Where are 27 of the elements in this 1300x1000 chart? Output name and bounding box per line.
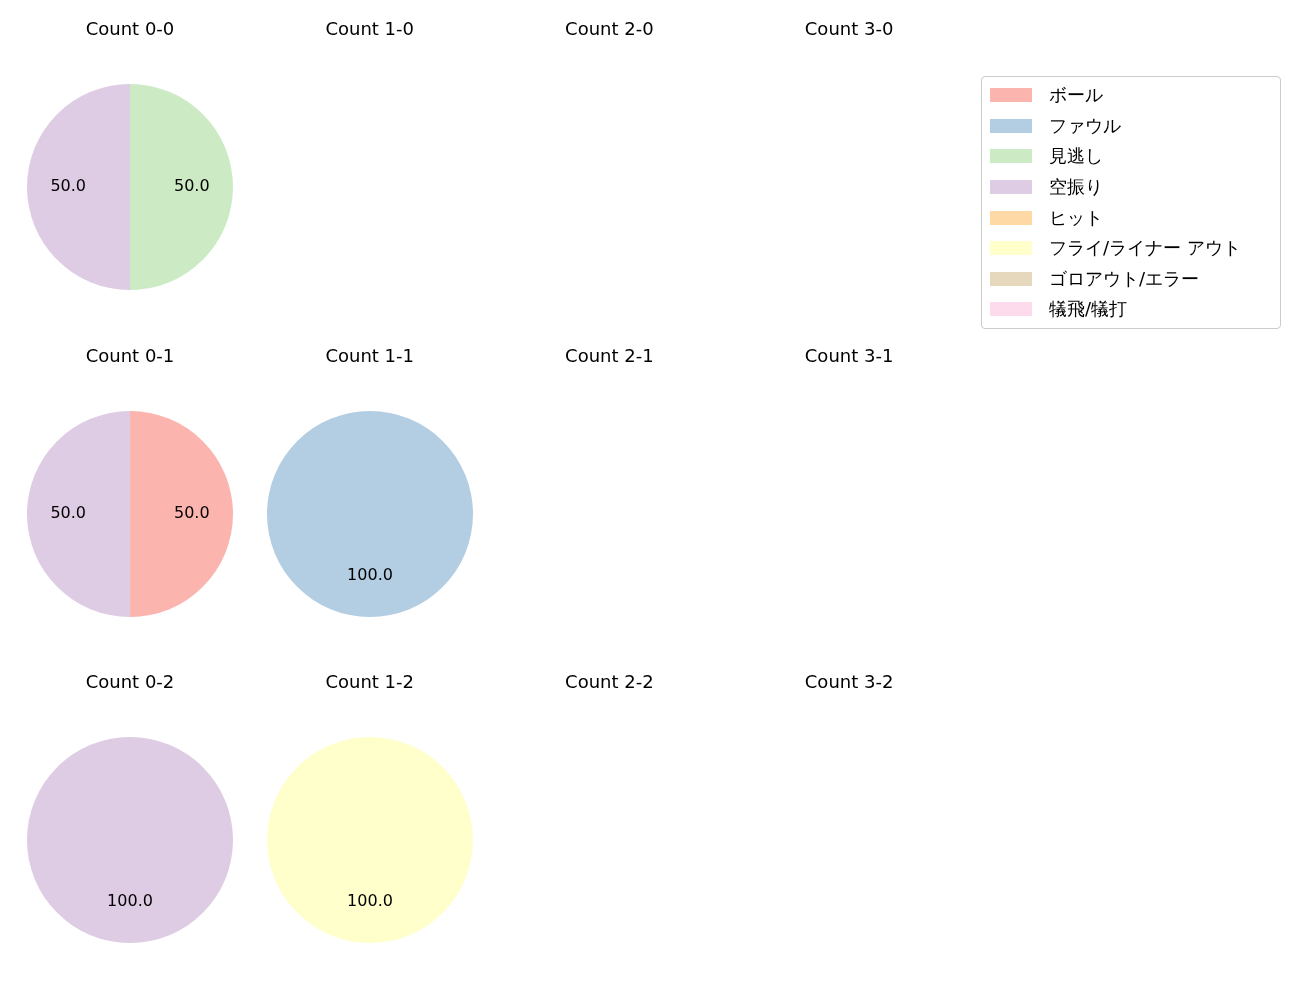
chart-title: Count 1-1: [324, 343, 415, 368]
text: Count 2-1: [564, 343, 655, 368]
legend-label: ボール: [1049, 83, 1103, 108]
text: Count 2-0: [564, 17, 655, 41]
text: Count 3-1: [803, 343, 895, 368]
legend-label: 犠飛/犠打: [1049, 297, 1128, 322]
text: Count 3-0: [803, 17, 895, 41]
data-label: 50.0: [173, 502, 210, 522]
data-label: 100.0: [107, 890, 153, 910]
chart-title: Count 0-1: [84, 343, 176, 368]
data-label: 50.0: [50, 502, 87, 522]
legend-label: ファウル: [1049, 113, 1121, 138]
text: Count 3-2: [803, 670, 895, 694]
data-label: 50.0: [50, 176, 87, 196]
data-label: 50.0: [173, 176, 210, 196]
text: Count 1-0: [324, 17, 415, 41]
legend-label: 見逃し: [1049, 144, 1103, 169]
legend-label: ヒット: [1049, 205, 1103, 230]
text: Count 2-2: [564, 670, 655, 694]
legend-label: フライ/ライナー アウト: [1049, 236, 1241, 261]
legend-label: ゴロアウト/エラー: [1049, 266, 1200, 291]
chart-title: Count 1-2: [324, 670, 415, 694]
chart-title: Count 0-0: [84, 17, 176, 41]
data-label: 100.0: [346, 564, 393, 584]
data-label: 100.0: [346, 890, 393, 910]
legend-label: 空振り: [1049, 175, 1103, 200]
chart-title: Count 0-2: [84, 670, 176, 694]
